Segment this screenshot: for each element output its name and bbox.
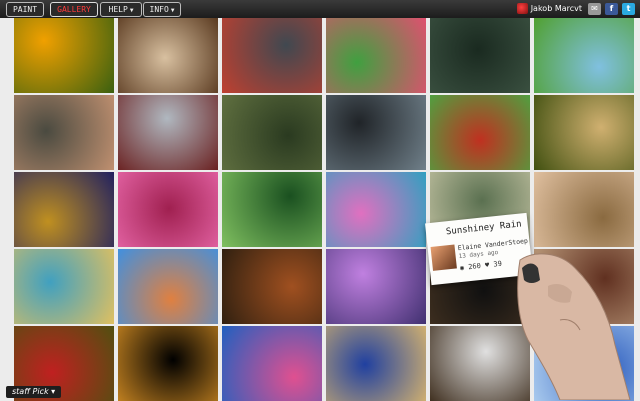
likes-count: 39 [493,259,503,269]
top-bar: PAINT GALLERY HELP ▼ INFO ▼ Jakob Marcvt ✉… [0,0,640,18]
artwork-tile[interactable] [326,172,426,247]
artwork-tile[interactable] [222,326,322,401]
artwork-tile[interactable] [534,326,634,401]
staff-pick-dropdown[interactable]: staff Pick ▾ [6,386,62,398]
nav-paint-label: PAINT [12,5,38,14]
artist-avatar [430,244,457,271]
mail-icon[interactable]: ✉ [588,3,601,15]
user-profile[interactable]: Jakob Marcvt [516,3,582,14]
staff-pick-label: staff Pick [12,387,49,396]
artwork-tile[interactable] [430,95,530,170]
nav-paint-button[interactable]: PAINT [6,2,44,17]
avatar [516,3,528,14]
artwork-tile[interactable] [222,172,322,247]
artwork-tile[interactable] [326,18,426,93]
artwork-tile[interactable] [326,95,426,170]
artwork-tile[interactable] [118,326,218,401]
views-count: 260 [467,261,482,272]
heart-icon[interactable]: ♥ [484,261,490,270]
nav-help-button[interactable]: HELP ▼ [100,2,142,17]
artwork-tile[interactable] [118,18,218,93]
artwork-tile[interactable] [222,18,322,93]
artwork-tile[interactable] [14,249,114,324]
eye-icon: ◉ [459,263,465,273]
chevron-down-icon: ▼ [129,7,134,14]
nav-gallery-label: GALLERY [57,5,91,14]
artwork-tile[interactable] [14,95,114,170]
artwork-tile[interactable] [326,249,426,324]
artwork-tile[interactable] [118,95,218,170]
artwork-tile[interactable] [326,326,426,401]
nav-gallery-button[interactable]: GALLERY [50,2,98,17]
nav-help-label: HELP [108,5,128,14]
facebook-icon[interactable]: f [605,3,618,15]
artwork-tile[interactable] [430,326,530,401]
chevron-down-icon: ▼ [170,7,175,14]
nav-info-button[interactable]: INFO ▼ [143,2,181,17]
artwork-tile[interactable] [534,95,634,170]
nav-info-label: INFO [149,5,169,14]
artwork-tile[interactable] [14,172,114,247]
artwork-tile[interactable] [118,172,218,247]
user-name: Jakob Marcvt [530,4,582,13]
artwork-stats: ◉ 260 ♥ 39 [459,260,502,272]
artwork-tile[interactable] [534,172,634,247]
artwork-tile[interactable] [118,249,218,324]
artwork-tile[interactable] [14,18,114,93]
twitter-icon[interactable]: t [622,3,635,15]
gallery-grid [14,18,640,401]
artwork-title: Sunshiney Rain [445,219,523,238]
artwork-tile[interactable] [222,249,322,324]
artwork-tile[interactable] [222,95,322,170]
artwork-tile[interactable] [534,18,634,93]
artwork-info-card[interactable]: Sunshiney Rain Elaine VanderStoep 13 day… [425,212,533,286]
artwork-tile[interactable] [430,18,530,93]
artwork-tile[interactable] [534,249,634,324]
chevron-down-icon: ▾ [51,387,56,396]
